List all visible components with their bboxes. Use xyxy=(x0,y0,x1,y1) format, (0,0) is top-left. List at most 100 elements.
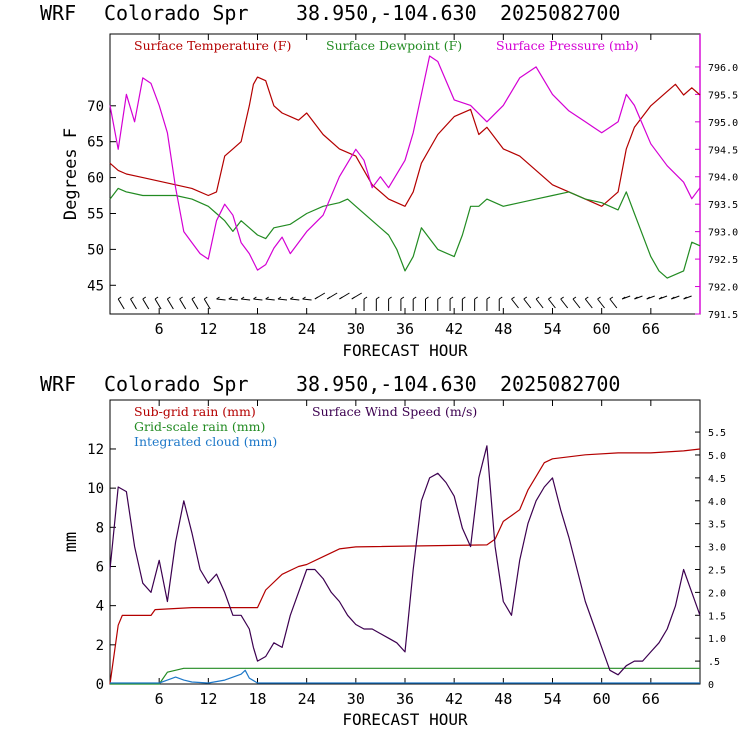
wind-barb-flag xyxy=(585,296,589,300)
wind-barb-flag xyxy=(498,296,503,300)
bottom-title-model: WRF xyxy=(40,372,76,396)
top-y-tick-label: 45 xyxy=(87,278,104,294)
bottom-y2-tick-label: 1.0 xyxy=(708,634,726,645)
wind-barb xyxy=(572,298,581,309)
top-title-station: Colorado Spr xyxy=(104,1,249,25)
top-y-tick-label: 55 xyxy=(87,206,104,222)
bottom-y2-tick-label: 4.5 xyxy=(708,474,726,485)
top-series xyxy=(109,55,701,279)
wind-barb xyxy=(241,298,251,301)
top-y2-tick-label: 794.0 xyxy=(708,173,738,184)
wind-barb xyxy=(548,298,556,309)
bottom-y-tick-label: 10 xyxy=(87,481,104,497)
bottom-y-tick-label: 6 xyxy=(96,559,104,575)
bottom-y2-tick-label: 2.5 xyxy=(708,565,726,576)
top-y2-tick-label: 792.5 xyxy=(708,255,738,266)
bottom-x-tick-label: 36 xyxy=(396,690,414,708)
wind-barb xyxy=(609,298,618,309)
bottom-x-tick-label: 24 xyxy=(298,690,316,708)
top-x-tick-label: 60 xyxy=(593,320,611,338)
wind-barb-flag xyxy=(154,296,159,300)
bottom-y2-tick-label: 5.0 xyxy=(708,451,726,462)
bottom-series-line-2 xyxy=(110,669,700,684)
wind-barb-flag xyxy=(511,296,515,300)
wind-barb xyxy=(302,298,312,301)
top-y2-tick-label: 795.0 xyxy=(708,118,738,129)
wind-barb-flag xyxy=(437,296,442,300)
top-y2-tick-label: 796.0 xyxy=(708,63,738,74)
bottom-y2-tick-label: 3.0 xyxy=(708,543,726,554)
top-x-tick-label: 12 xyxy=(199,320,217,338)
bottom-series-line-0 xyxy=(109,448,701,685)
wind-barb-flag xyxy=(253,296,257,300)
top-x-tick-label: 42 xyxy=(445,320,463,338)
wind-barb xyxy=(290,298,300,301)
bottom-x-tick-label: 12 xyxy=(199,690,217,708)
wind-barb xyxy=(228,298,238,301)
bottom-axes: 6 12 18 24 30 36 42 48 54 60 660246810120.51.01.52… xyxy=(87,400,726,708)
wind-barb-flag xyxy=(523,296,528,300)
bottom-ylabel: mm xyxy=(61,532,81,552)
bottom-x-tick-label: 54 xyxy=(543,690,561,708)
wind-barb-flag xyxy=(216,296,220,300)
bottom-y2-tick-label: 4.0 xyxy=(708,497,726,508)
bottom-x-tick-label: 42 xyxy=(445,690,463,708)
wind-barb-flag xyxy=(179,296,183,300)
wind-barb xyxy=(166,298,174,310)
top-series-line-2 xyxy=(109,55,701,271)
wind-barb-flag xyxy=(548,296,552,300)
bottom-x-tick-label: 48 xyxy=(494,690,512,708)
top-y-tick-label: 65 xyxy=(87,135,104,151)
bottom-y-tick-label: 2 xyxy=(96,638,104,654)
wind-barb xyxy=(253,298,263,301)
bottom-y-tick-label: 0 xyxy=(96,677,104,693)
top-series-line-1 xyxy=(109,187,701,279)
wind-barb-flag xyxy=(203,296,208,300)
wind-barb-flag xyxy=(142,296,147,300)
wind-barb-flag xyxy=(228,296,233,300)
top-y2-tick-label: 793.5 xyxy=(708,200,738,211)
wind-barb-flag xyxy=(376,296,380,300)
wind-barb xyxy=(117,298,125,310)
wind-barb-flag xyxy=(425,296,429,300)
wind-barb-flag xyxy=(314,296,319,300)
wind-barb-flag xyxy=(277,296,282,300)
top-x-tick-label: 48 xyxy=(494,320,512,338)
wind-barb xyxy=(535,298,544,309)
wind-barb xyxy=(584,298,593,309)
wind-barb-flag xyxy=(683,296,687,300)
bottom-legend-subgrid-rain: Sub-grid rain (mm) xyxy=(134,404,256,419)
wind-barb-flag xyxy=(191,296,196,300)
top-x-tick-label: 6 xyxy=(155,320,164,338)
top-x-tick-label: 24 xyxy=(298,320,316,338)
top-x-tick-label: 30 xyxy=(347,320,365,338)
top-axes: 6 12 18 24 30 36 42 48 54 60 66 45 50 55 60 65 70 791.5 79… xyxy=(87,34,738,338)
bottom-title-station: Colorado Spr xyxy=(104,372,249,396)
bottom-y2-tick-label: 3.5 xyxy=(708,520,726,531)
top-panel: WRF Colorado Spr 38.950,-104.630 2025082… xyxy=(40,1,738,360)
top-y2-tick-label: 792.0 xyxy=(708,283,738,294)
top-title-coords: 38.950,-104.630 xyxy=(296,1,477,25)
bottom-y2-tick-label: 0 xyxy=(708,680,714,691)
bottom-y2-tick-label: 2.0 xyxy=(708,588,726,599)
bottom-y-tick-label: 12 xyxy=(87,442,104,458)
top-legend-dewpoint: Surface Dewpoint (F) xyxy=(326,38,462,53)
top-plot-frame xyxy=(109,33,701,315)
bottom-x-tick-label: 60 xyxy=(593,690,611,708)
wind-barb xyxy=(277,298,288,301)
top-y-tick-label: 60 xyxy=(87,171,104,187)
bottom-x-tick-label: 6 xyxy=(155,690,164,708)
wind-barb-flag xyxy=(363,296,368,300)
wind-barb xyxy=(265,298,275,301)
wind-barb-flag xyxy=(609,296,614,300)
bottom-title-date: 2025082700 xyxy=(500,372,620,396)
bottom-x-tick-label: 66 xyxy=(642,690,660,708)
wind-barb xyxy=(154,298,162,310)
wind-barb-flag xyxy=(462,296,466,300)
bottom-xlabel: FORECAST HOUR xyxy=(342,710,468,729)
wind-barb-flag xyxy=(117,296,122,300)
top-y2-tick-label: 793.0 xyxy=(708,228,738,239)
top-y2-tick-label: 794.5 xyxy=(708,145,738,156)
top-y2-tick-label: 791.5 xyxy=(708,310,738,321)
